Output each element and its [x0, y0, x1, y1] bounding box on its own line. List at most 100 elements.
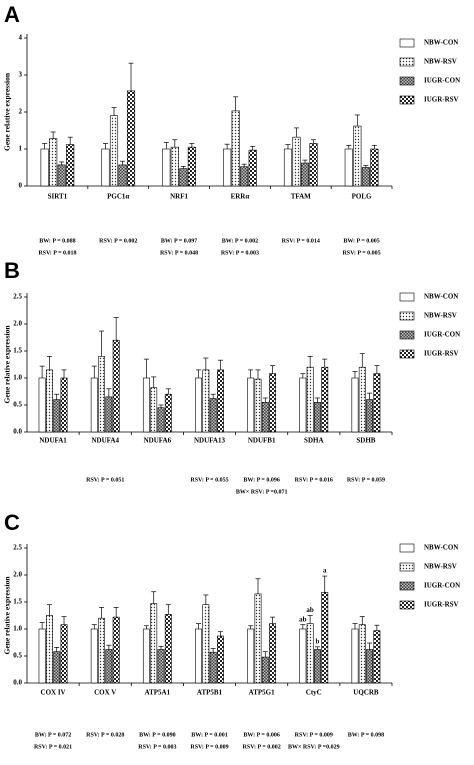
- bar: [150, 603, 158, 684]
- x-tick-label: UQCRB: [353, 689, 379, 697]
- stat-text: BW× RSV: P =0.029: [288, 744, 340, 750]
- stat-text: RSV: P = 0.014: [282, 238, 320, 244]
- bar: [306, 623, 314, 684]
- legend-label: IUGR-CON: [424, 331, 460, 339]
- bar: [321, 366, 329, 433]
- legend-label: NBW-CON: [424, 544, 458, 552]
- bar: [101, 148, 110, 187]
- legend-swatch: [399, 38, 415, 48]
- x-tick-label: PGC1α: [107, 193, 129, 201]
- bar: [157, 649, 165, 684]
- bar: [90, 628, 98, 684]
- bar: [195, 377, 202, 433]
- bar: [217, 369, 224, 433]
- stat-text: RSV: P = 0.018: [38, 250, 76, 256]
- bar: [53, 651, 61, 684]
- y-tick-label: 2.0: [13, 571, 22, 579]
- y-tick-label: 2.0: [13, 320, 22, 328]
- bar: [223, 148, 232, 187]
- bar: [366, 649, 374, 684]
- stat-text: BW: P = 0.072: [35, 732, 71, 738]
- bar: [269, 623, 277, 684]
- x-tick-label: NDUFA13: [194, 437, 225, 445]
- bar: [126, 90, 136, 187]
- legend-swatch: [399, 543, 415, 553]
- bar: [164, 614, 172, 684]
- significance-letter: b: [315, 637, 319, 645]
- x-tick-label: NDUFB1: [248, 437, 276, 445]
- bar: [292, 136, 301, 187]
- bar: [170, 146, 179, 187]
- stat-text: RSV: P = 0.016: [295, 477, 333, 483]
- bar: [105, 649, 113, 684]
- y-tick-label: 2.5: [13, 293, 22, 301]
- y-tick-label: 0.0: [13, 679, 22, 687]
- bar: [179, 168, 188, 187]
- bar: [209, 651, 217, 684]
- legend-swatch: [399, 76, 415, 86]
- x-tick-label: NDUFA6: [144, 437, 172, 445]
- legend-label: IUGR-CON: [424, 582, 460, 590]
- panel-label: B: [4, 258, 20, 283]
- bar: [164, 393, 172, 433]
- bar: [40, 148, 49, 187]
- bar: [261, 401, 269, 433]
- bar: [105, 396, 113, 433]
- y-tick-label: 1.0: [13, 374, 22, 382]
- panel-label: A: [4, 2, 20, 27]
- legend-label: IUGR-CON: [424, 77, 460, 85]
- legend-label: IUGR-RSV: [424, 601, 459, 609]
- bar: [313, 401, 321, 433]
- bar: [306, 366, 314, 433]
- legend-label: NBW-CON: [424, 39, 458, 47]
- legend-label: IUGR-RSV: [424, 96, 459, 104]
- bar: [300, 162, 310, 187]
- stat-text: RSV: P = 0.059: [347, 477, 385, 483]
- x-tick-label: CtyC: [306, 689, 322, 697]
- x-tick-label: SIRT1: [48, 193, 68, 201]
- bar: [269, 373, 277, 433]
- x-tick-label: COX V: [94, 689, 116, 697]
- legend-label: NBW-RSV: [424, 58, 457, 66]
- y-tick-label: 0: [19, 182, 23, 190]
- bar: [370, 148, 379, 187]
- bar: [351, 377, 359, 433]
- bar: [231, 110, 240, 187]
- significance-letter: a: [323, 567, 327, 575]
- legend-swatch: [399, 562, 415, 572]
- legend-swatch: [399, 349, 415, 359]
- y-tick-label: 2: [19, 108, 23, 116]
- x-tick-label: SDHA: [304, 437, 323, 445]
- bar: [195, 628, 202, 684]
- stat-text: RSV: P = 0.009: [295, 732, 333, 738]
- stat-text: BW: P = 0.098: [348, 732, 384, 738]
- bar: [240, 166, 249, 187]
- bar: [254, 378, 262, 433]
- bar: [150, 387, 158, 433]
- bar: [66, 144, 75, 187]
- bar: [98, 356, 106, 433]
- stat-text: RSV: P = 0.003: [138, 744, 176, 750]
- y-axis-label: Gene relative expression: [3, 72, 12, 151]
- stat-text: RSV: P = 0.055: [190, 477, 228, 483]
- stat-text: BW: P = 0.002: [222, 238, 258, 244]
- legend-swatch: [399, 57, 415, 67]
- x-tick-label: TFAM: [291, 193, 311, 201]
- y-tick-label: 1.5: [13, 347, 22, 355]
- bar: [358, 624, 366, 684]
- legend-swatch: [399, 581, 415, 591]
- bar: [162, 148, 171, 187]
- y-tick-label: 4: [19, 34, 23, 42]
- bar: [299, 628, 307, 684]
- bar: [344, 148, 353, 187]
- y-tick-label: 0.0: [13, 428, 22, 436]
- bar: [373, 630, 381, 684]
- bar: [142, 377, 150, 433]
- bar: [248, 149, 257, 187]
- bar: [247, 628, 255, 684]
- x-tick-label: COX IV: [41, 689, 66, 697]
- stat-text: RSV: P = 0.002: [99, 238, 137, 244]
- x-tick-label: ERRα: [231, 193, 250, 201]
